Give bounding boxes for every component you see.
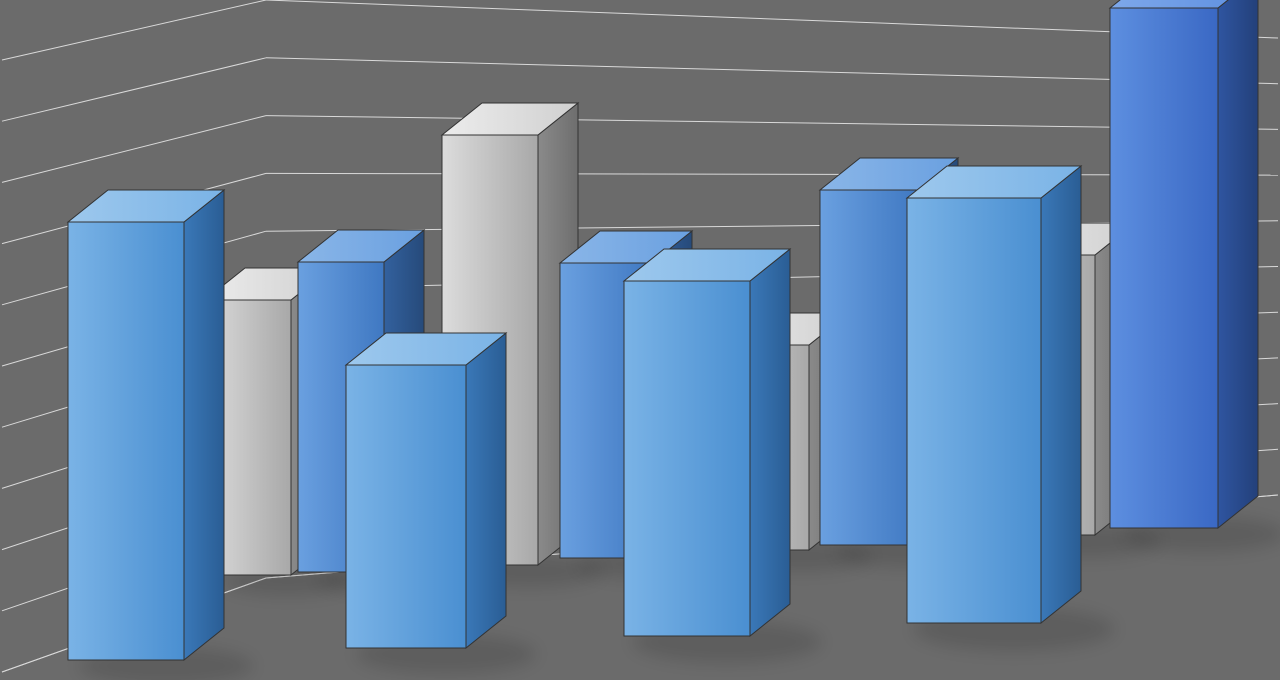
- bar-front: [68, 222, 184, 660]
- bar-side: [1218, 0, 1258, 528]
- bar-side: [184, 190, 224, 660]
- bar: [1110, 0, 1280, 552]
- bar-front: [624, 281, 750, 636]
- bar-side: [1041, 166, 1081, 623]
- bar-front: [820, 190, 918, 545]
- bar-front: [346, 365, 466, 648]
- bar-front: [1110, 8, 1218, 528]
- bar-front: [907, 198, 1041, 623]
- bar-chart-3d: [0, 0, 1280, 680]
- bar-side: [466, 333, 506, 648]
- bar-side: [750, 249, 790, 636]
